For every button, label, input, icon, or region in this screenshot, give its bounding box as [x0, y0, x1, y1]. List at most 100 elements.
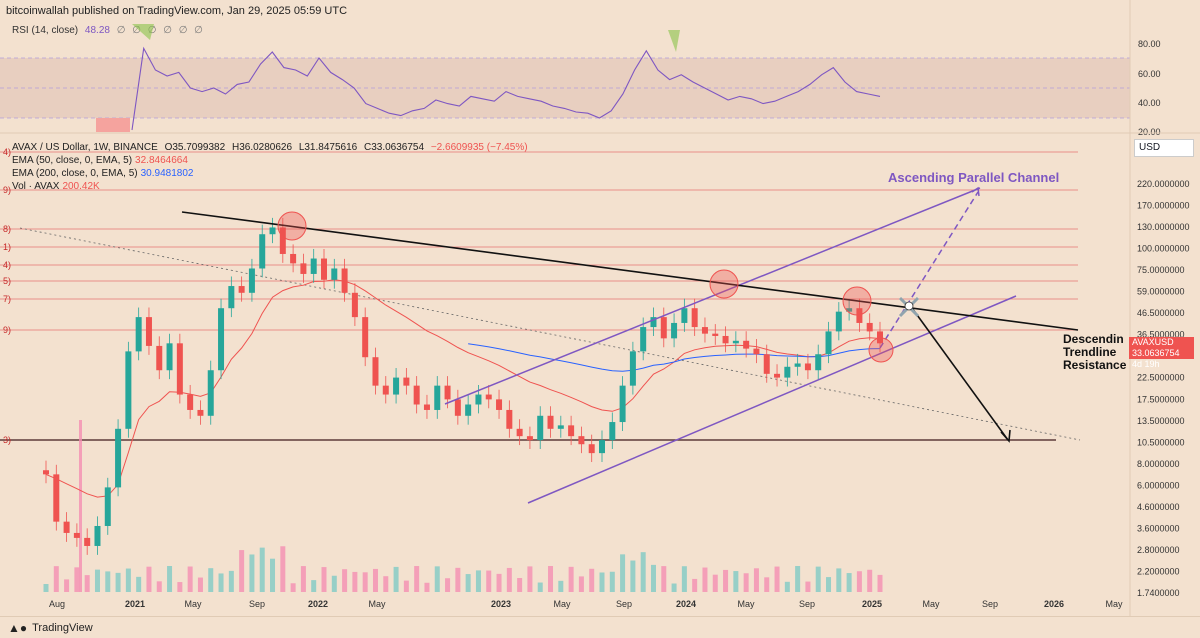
candle-body [774, 373, 781, 378]
volume-bar [43, 584, 49, 592]
volume-bar [877, 574, 883, 592]
time-axis-label: Sep [616, 599, 632, 609]
candle-body [599, 440, 605, 454]
candle-body [516, 428, 523, 437]
rsi-oversold-fill [96, 118, 130, 132]
volume-bar [94, 569, 100, 592]
candle-body [372, 357, 379, 386]
rsi-label: RSI (14, close) [12, 25, 79, 36]
volume-bar [815, 566, 821, 592]
candlesticks [43, 217, 883, 555]
candle-body [691, 308, 698, 328]
candle-body [753, 348, 760, 355]
ema200-row[interactable]: EMA (200, close, 0, EMA, 5) 30.9481802 [12, 167, 532, 180]
volume-bar [558, 580, 564, 592]
volume-bar [640, 552, 646, 592]
candle-body [218, 308, 225, 371]
time-axis-label: May [553, 599, 571, 609]
candle-body [619, 385, 626, 423]
time-axis[interactable]: Aug 2021 May Sep 2022 May 2023 May Sep 2024 May Sep… [49, 599, 1123, 609]
volume-bar [146, 566, 152, 592]
candle-body [784, 366, 791, 378]
price-axis-label: 130.0000000 [1137, 222, 1190, 232]
volume-bar [475, 570, 481, 592]
volume-bar [372, 568, 378, 592]
volume-bar [486, 570, 492, 592]
currency-selector[interactable]: USD [1134, 139, 1194, 157]
volume-label: Vol · AVAX [12, 181, 60, 192]
close-value: C33.0636754 [364, 142, 425, 153]
candle-body [496, 399, 503, 410]
trendline-annotation-line2: Trendline [1063, 345, 1117, 359]
volume-bar [692, 578, 698, 592]
rsi-line [131, 46, 881, 131]
last-price-tag: AVAXUSD 33.0636754 4d 19h [1129, 337, 1194, 369]
candle-body [135, 317, 142, 352]
volume-bar [105, 571, 111, 592]
symbol-label[interactable]: AVAX / US Dollar, 1W, BINANCE [12, 142, 158, 153]
volume-bar [856, 571, 862, 592]
candle-body [763, 354, 770, 374]
dotted-trendline [19, 227, 1081, 441]
volume-bar [280, 546, 286, 592]
candle-body [53, 474, 60, 522]
volume-row[interactable]: Vol · AVAX 200.42K [12, 180, 532, 193]
candle-body [701, 327, 708, 334]
time-axis-label: 2023 [491, 599, 511, 609]
volume-bar [424, 582, 430, 592]
level-label: 5) [3, 276, 11, 286]
horizontal-levels: 4) 9) 8) 1) 4) 5) 7) 9) 3) [0, 147, 1078, 445]
volume-bar [867, 569, 873, 592]
price-axis-label: 8.0000000 [1137, 459, 1180, 469]
channel-annotation: Ascending Parallel Channel [888, 170, 1059, 185]
channel-upper-line[interactable] [444, 187, 981, 405]
candle-body [825, 331, 832, 355]
volume-bar [156, 581, 162, 592]
footer-brand[interactable]: TradingView [32, 621, 93, 634]
ema50-value: 32.8464664 [135, 155, 188, 166]
candle-body [187, 394, 194, 410]
volume-bar [403, 580, 409, 592]
price-axis[interactable]: 220.0000000 170.0000000 130.0000000 100.000… [1129, 0, 1190, 616]
time-axis-label: May [922, 599, 940, 609]
candle-body [423, 404, 430, 410]
time-axis-label: Sep [249, 599, 265, 609]
candle-body [465, 404, 472, 416]
price-axis-label: 4.6000000 [1137, 502, 1180, 512]
price-axis-label: 10.5000000 [1137, 437, 1185, 447]
rsi-pane: 80.00 60.00 40.00 20.00 [0, 24, 1161, 137]
time-axis-label: Aug [49, 599, 65, 609]
candle-body [269, 227, 276, 235]
ema200-label: EMA (200, close, 0, EMA, 5) [12, 168, 138, 179]
rsi-options-icons[interactable]: ∅ ∅ ∅ ∅ ∅ ∅ [116, 25, 205, 36]
volume-bar [445, 578, 451, 592]
ohlc-row: AVAX / US Dollar, 1W, BINANCE O35.709938… [12, 141, 532, 154]
candle-body [228, 286, 235, 309]
time-axis-label: May [184, 599, 202, 609]
candle-body [485, 394, 492, 400]
bearish-arrow[interactable] [911, 307, 1009, 441]
ema50-row[interactable]: EMA (50, close, 0, EMA, 5) 32.8464664 [12, 154, 532, 167]
bearish-arrowhead [1000, 429, 1011, 443]
candle-body [526, 436, 533, 441]
volume-bar [383, 576, 389, 592]
level-label: 8) [3, 224, 11, 234]
channel-lower-line[interactable] [527, 295, 1017, 504]
level-label: 7) [3, 294, 11, 304]
volume-bar [290, 583, 296, 592]
projection-dashed-arrow[interactable] [879, 191, 979, 349]
candle-body [866, 322, 873, 332]
candle-body [815, 354, 822, 371]
time-axis-label: May [1105, 599, 1123, 609]
volume-bar [723, 569, 729, 592]
time-axis-label: 2026 [1044, 599, 1064, 609]
volume-bar [115, 572, 121, 592]
volume-spike [79, 420, 82, 592]
candle-body [557, 425, 564, 429]
descending-trendline[interactable] [181, 211, 1079, 331]
price-axis-label: 75.0000000 [1137, 265, 1185, 275]
volume-bar [702, 567, 708, 592]
volume-bar [733, 571, 739, 592]
candle-body [300, 263, 307, 274]
